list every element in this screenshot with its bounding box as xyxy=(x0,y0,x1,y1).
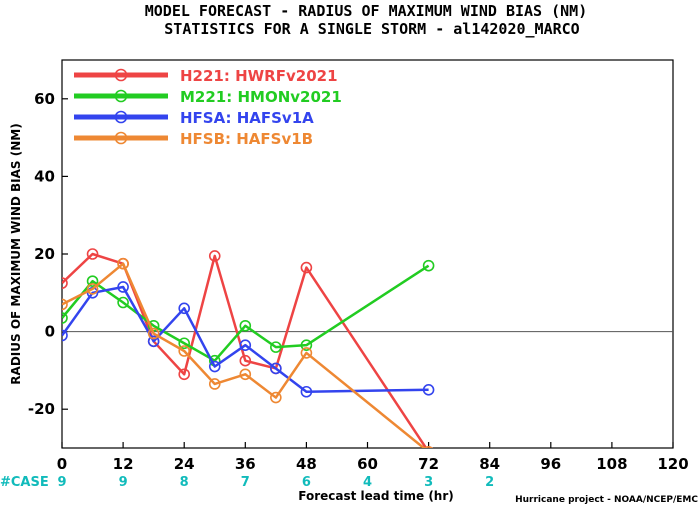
legend-label: H221: HWRFv2021 xyxy=(180,67,338,85)
data-point xyxy=(117,296,129,309)
x-tick-label: 24 xyxy=(174,455,195,473)
credit-text: Hurricane project - NOAA/NCEP/EMC xyxy=(515,495,698,505)
legend-label: HFSA: HAFSv1A xyxy=(180,109,314,127)
data-point xyxy=(239,319,252,332)
x-tick-label: 12 xyxy=(113,455,134,473)
data-point xyxy=(86,248,99,260)
chart-title-line1: MODEL FORECAST - RADIUS OF MAXIMUM WIND … xyxy=(145,2,588,20)
x-tick-label: 108 xyxy=(596,455,627,473)
y-tick-label: 20 xyxy=(34,245,55,263)
data-point xyxy=(117,281,129,293)
case-count: 4 xyxy=(363,475,372,490)
legend: H221: HWRFv2021 M221: HMONv2021 HFSA: HAFS… xyxy=(74,67,342,148)
series-line xyxy=(62,262,426,448)
y-tick-label: 0 xyxy=(45,323,55,341)
data-point xyxy=(147,327,160,340)
legend-label: HFSB: HAFSv1B xyxy=(180,130,313,148)
data-point xyxy=(62,312,68,324)
series-4 xyxy=(62,257,433,448)
case-count: 7 xyxy=(241,475,250,490)
x-tick-label: 72 xyxy=(418,455,439,473)
y-tick-label: 60 xyxy=(34,90,55,108)
data-point xyxy=(270,391,282,404)
data-point xyxy=(62,277,68,289)
x-tick-label: 84 xyxy=(479,455,500,473)
x-tick-label: 48 xyxy=(296,455,317,473)
data-point xyxy=(86,275,99,287)
data-point xyxy=(300,347,313,359)
y-tick-label: -20 xyxy=(28,400,55,418)
series-layer xyxy=(62,248,435,448)
data-point xyxy=(270,341,282,353)
data-point xyxy=(62,298,68,311)
series-line xyxy=(62,252,428,448)
data-point xyxy=(86,283,99,295)
data-point xyxy=(178,345,190,357)
y-tick-label: 40 xyxy=(34,167,55,185)
legend-marker xyxy=(114,68,128,82)
x-tick-label: 60 xyxy=(357,455,378,473)
y-axis-label: RADIUS OF MAXIMUM WIND BIAS (NM) xyxy=(9,123,23,384)
x-tick-label: 120 xyxy=(657,455,688,473)
data-point xyxy=(239,339,252,351)
x-tick-label: 0 xyxy=(57,455,67,473)
series-2 xyxy=(62,259,435,367)
data-point xyxy=(422,259,435,272)
legend-label: M221: HMONv2021 xyxy=(180,88,342,106)
data-point xyxy=(239,368,252,381)
series-line xyxy=(62,264,430,362)
series-1 xyxy=(62,248,433,448)
data-point xyxy=(178,302,190,315)
data-point xyxy=(208,360,221,373)
data-point xyxy=(300,385,313,398)
series-3 xyxy=(62,281,435,398)
data-point xyxy=(147,335,160,348)
data-point xyxy=(300,261,313,274)
case-counts: 9 9 8 7 6 4 3 2 xyxy=(57,475,494,490)
x-axis-label: Forecast lead time (hr) xyxy=(298,489,454,503)
case-count: 8 xyxy=(180,475,189,490)
data-point xyxy=(208,378,221,390)
case-count: 6 xyxy=(302,475,311,490)
chart-title-line2: STATISTICS FOR A SINGLE STORM - al142020… xyxy=(164,20,579,38)
data-point xyxy=(424,446,433,448)
data-point xyxy=(422,383,435,396)
x-tick-label: 36 xyxy=(235,455,256,473)
data-point xyxy=(208,250,221,262)
y-axis-ticks: -20 0 20 40 60 xyxy=(28,90,68,418)
case-count: 2 xyxy=(485,475,494,490)
x-tick-label: 96 xyxy=(540,455,561,473)
data-point xyxy=(178,337,190,350)
legend-marker xyxy=(114,89,128,103)
data-point xyxy=(270,362,282,375)
case-count: 3 xyxy=(424,475,433,490)
data-point xyxy=(62,329,68,342)
case-label: #CASE xyxy=(0,475,49,490)
x-axis-ticks: 0 12 24 36 48 60 72 84 96 108 120 xyxy=(57,442,689,473)
case-count: 9 xyxy=(119,475,128,490)
data-point xyxy=(300,339,313,351)
data-point xyxy=(239,354,252,367)
data-point xyxy=(178,368,190,381)
case-count: 9 xyxy=(57,475,66,490)
legend-marker xyxy=(114,131,128,145)
data-point xyxy=(117,257,129,270)
series-line xyxy=(62,285,429,393)
legend-marker xyxy=(114,110,128,124)
